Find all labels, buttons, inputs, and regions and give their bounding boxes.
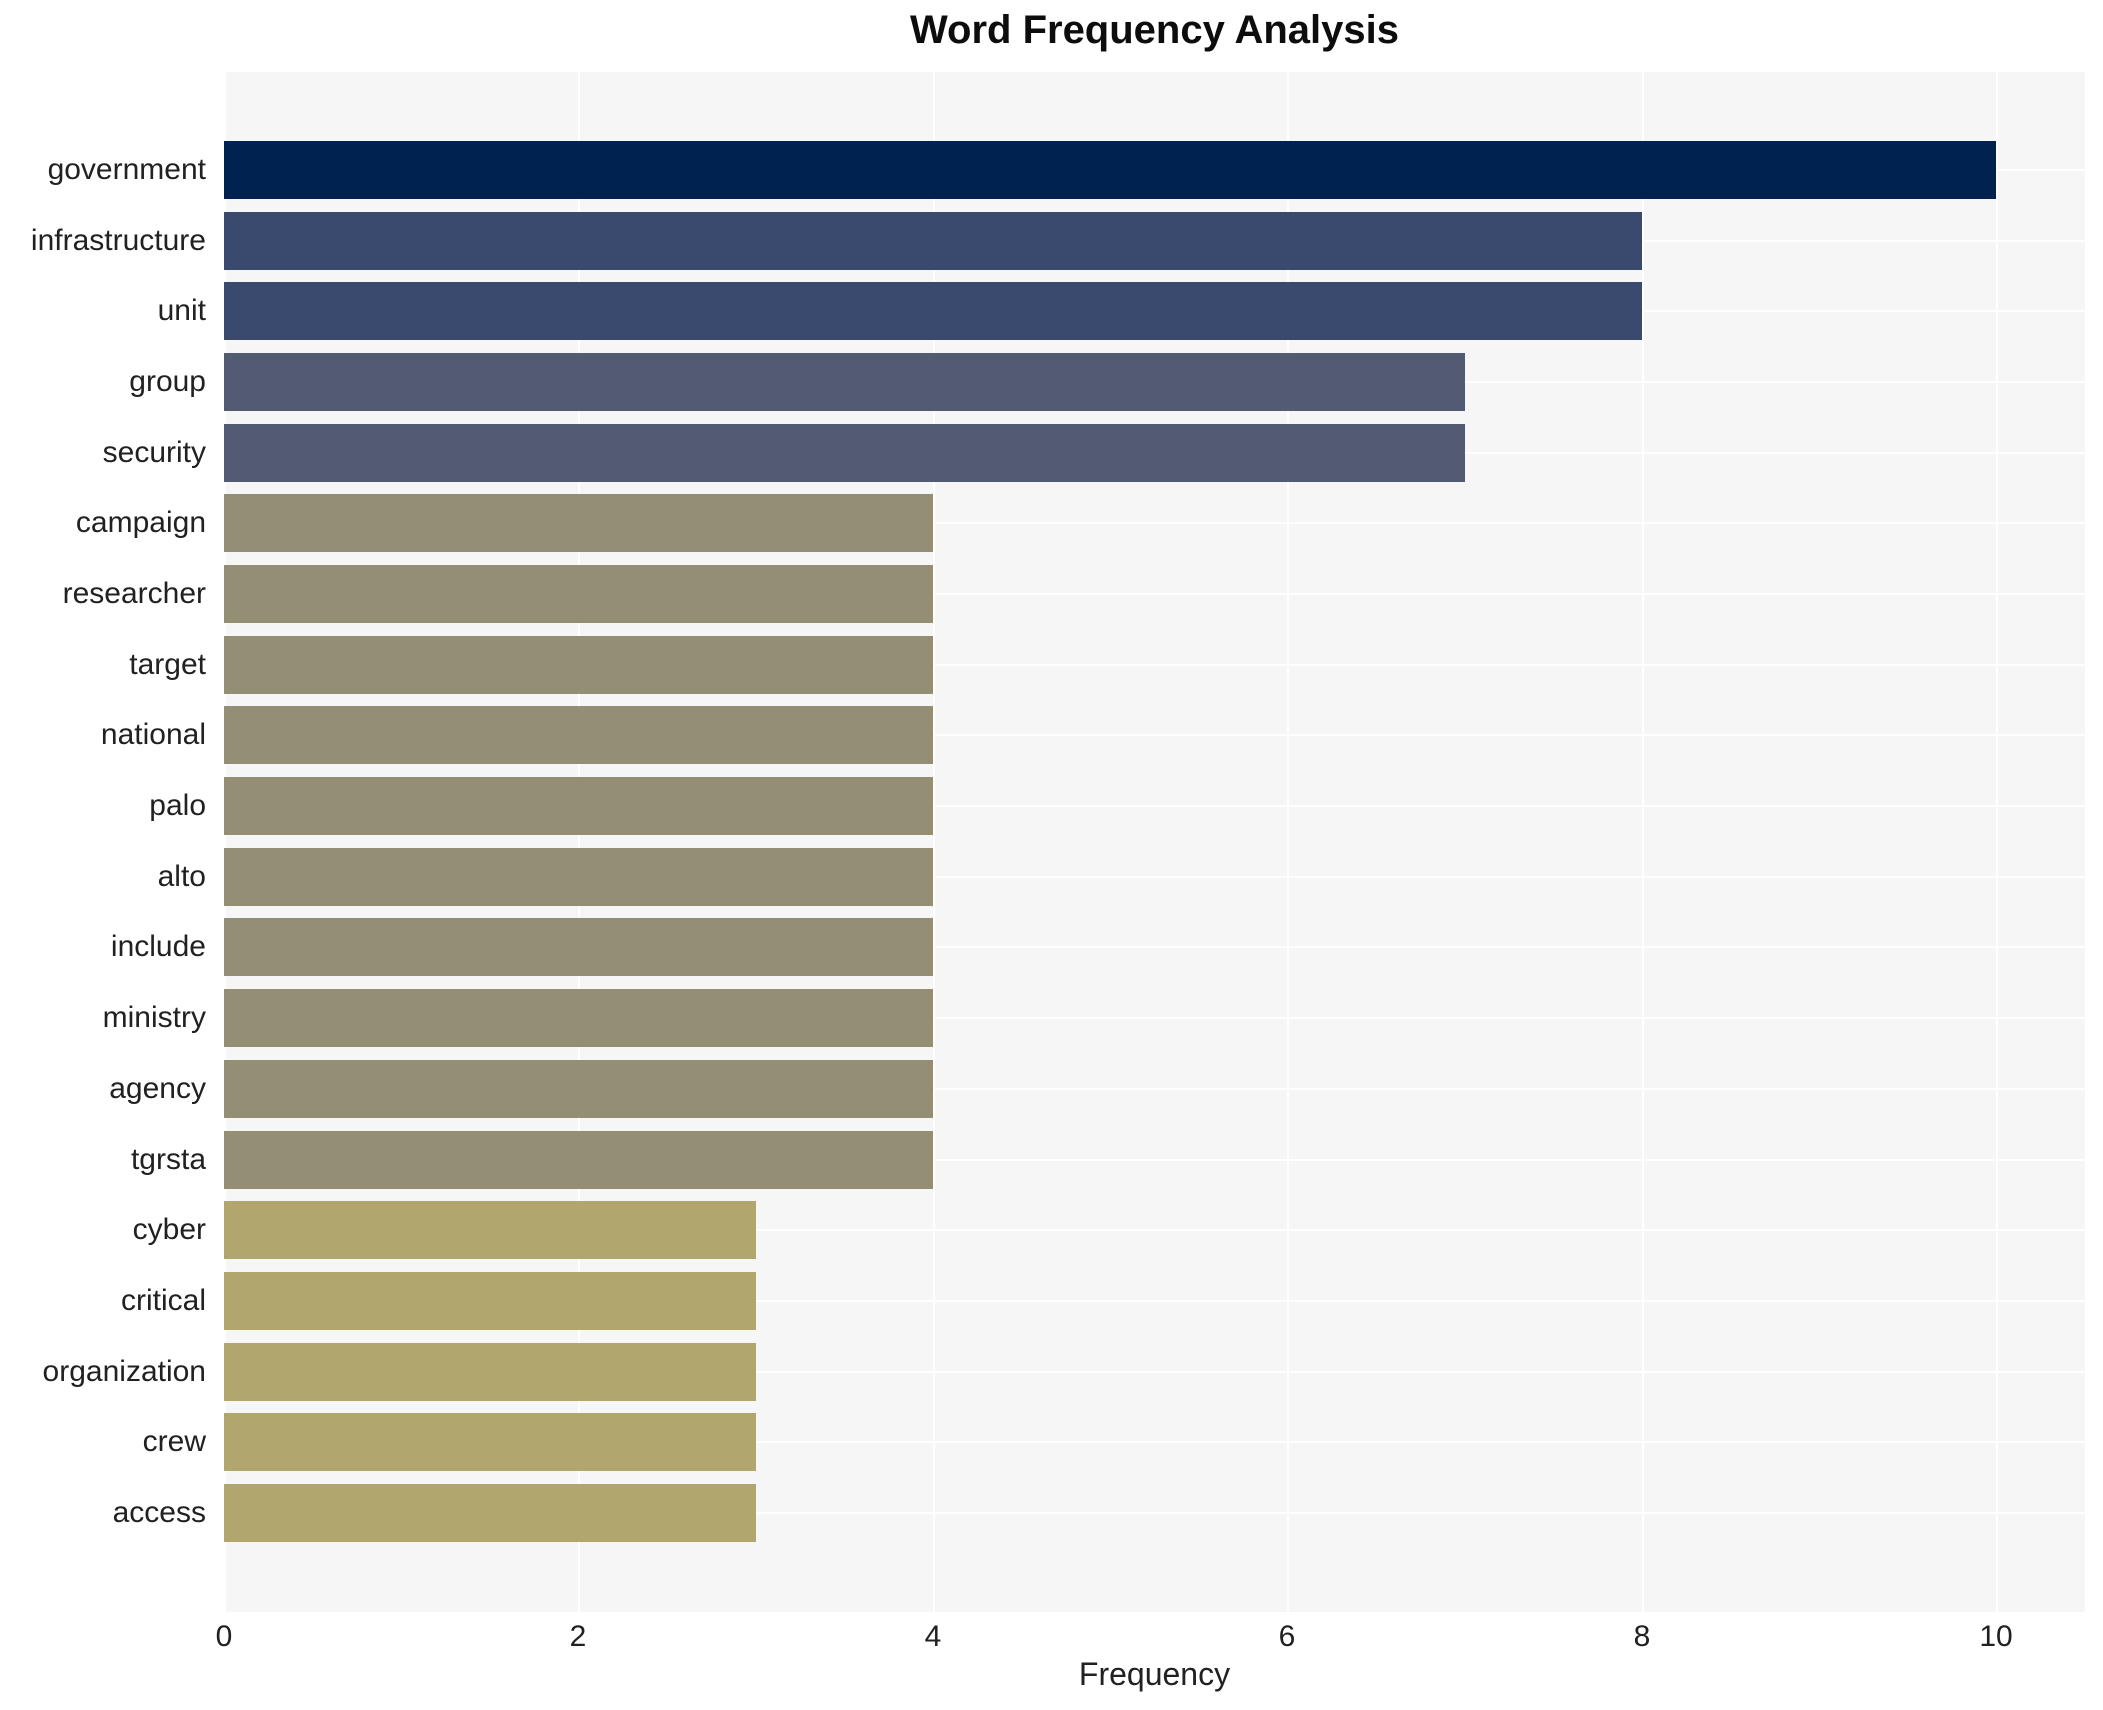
bar-infrastructure bbox=[224, 212, 1642, 270]
bar-unit bbox=[224, 282, 1642, 340]
bar-group bbox=[224, 353, 1465, 411]
y-tick-label-alto: alto bbox=[157, 860, 206, 893]
x-tick-label-8: 8 bbox=[1633, 1620, 1651, 1653]
y-tick-label-cyber: cyber bbox=[132, 1213, 206, 1246]
horizontal-gridline bbox=[224, 805, 2085, 807]
y-tick-label-campaign: campaign bbox=[75, 506, 206, 539]
vertical-gridline bbox=[1287, 72, 1289, 1612]
x-tick-label-6: 6 bbox=[1278, 1620, 1296, 1653]
bar-organization bbox=[224, 1343, 756, 1401]
bar-researcher bbox=[224, 565, 933, 623]
x-tick-label-10: 10 bbox=[1979, 1620, 2013, 1653]
bar-security bbox=[224, 424, 1465, 482]
x-tick-label-4: 4 bbox=[924, 1620, 942, 1653]
horizontal-gridline bbox=[224, 1088, 2085, 1090]
bar-include bbox=[224, 918, 933, 976]
horizontal-gridline bbox=[224, 876, 2085, 878]
y-tick-label-agency: agency bbox=[109, 1072, 206, 1105]
y-tick-label-government: government bbox=[47, 153, 206, 186]
y-tick-label-national: national bbox=[100, 718, 206, 751]
vertical-gridline bbox=[1996, 72, 1998, 1612]
y-tick-label-unit: unit bbox=[157, 294, 206, 327]
horizontal-gridline bbox=[224, 1371, 2085, 1373]
y-tick-label-critical: critical bbox=[120, 1284, 206, 1317]
horizontal-gridline bbox=[224, 734, 2085, 736]
y-tick-label-security: security bbox=[102, 436, 206, 469]
vertical-gridline bbox=[578, 72, 580, 1612]
y-tick-label-organization: organization bbox=[42, 1355, 206, 1388]
y-axis-labels: government infrastructure unit group securit… bbox=[0, 72, 214, 1612]
horizontal-gridline bbox=[224, 664, 2085, 666]
x-tick-label-2: 2 bbox=[569, 1620, 587, 1653]
horizontal-gridline bbox=[224, 1300, 2085, 1302]
bar-cyber bbox=[224, 1201, 756, 1259]
y-tick-label-target: target bbox=[129, 648, 206, 681]
bar-alto bbox=[224, 848, 933, 906]
bar-government bbox=[224, 141, 1996, 199]
horizontal-gridline bbox=[224, 1159, 2085, 1161]
vertical-gridline bbox=[224, 72, 226, 1612]
horizontal-gridline bbox=[224, 1441, 2085, 1443]
bar-campaign bbox=[224, 494, 933, 552]
y-tick-label-tgrsta: tgrsta bbox=[130, 1143, 206, 1176]
horizontal-gridline bbox=[224, 1229, 2085, 1231]
bar-critical bbox=[224, 1272, 756, 1330]
bar-access bbox=[224, 1484, 756, 1542]
bar-crew bbox=[224, 1413, 756, 1471]
horizontal-gridline bbox=[224, 946, 2085, 948]
plot-area bbox=[224, 72, 2085, 1612]
horizontal-gridline bbox=[224, 1512, 2085, 1514]
bar-national bbox=[224, 706, 933, 764]
x-tick-label-0: 0 bbox=[215, 1620, 233, 1653]
y-tick-label-include: include bbox=[110, 930, 206, 963]
horizontal-gridline bbox=[224, 593, 2085, 595]
x-axis-label: Frequency bbox=[1078, 1656, 1231, 1692]
horizontal-gridline bbox=[224, 522, 2085, 524]
bar-agency bbox=[224, 1060, 933, 1118]
y-tick-label-group: group bbox=[129, 365, 206, 398]
chart-title: Word Frequency Analysis bbox=[909, 8, 1400, 52]
bar-target bbox=[224, 636, 933, 694]
y-tick-label-researcher: researcher bbox=[62, 577, 206, 610]
vertical-gridline bbox=[933, 72, 935, 1612]
bar-ministry bbox=[224, 989, 933, 1047]
vertical-gridline bbox=[1642, 72, 1644, 1612]
horizontal-gridline bbox=[224, 1017, 2085, 1019]
bar-palo bbox=[224, 777, 933, 835]
y-tick-label-palo: palo bbox=[149, 789, 206, 822]
y-tick-label-ministry: ministry bbox=[102, 1001, 206, 1034]
y-tick-label-access: access bbox=[112, 1496, 206, 1529]
bar-tgrsta bbox=[224, 1131, 933, 1189]
y-tick-label-infrastructure: infrastructure bbox=[30, 224, 206, 257]
y-tick-label-crew: crew bbox=[142, 1425, 206, 1458]
